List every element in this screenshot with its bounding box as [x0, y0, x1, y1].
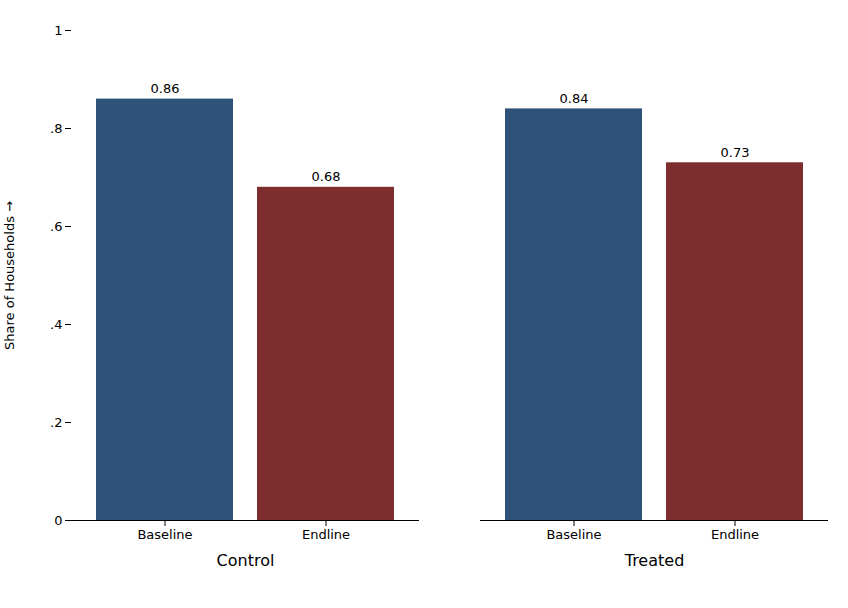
svg-text:0: 0	[54, 513, 62, 528]
svg-text:Control: Control	[217, 551, 275, 570]
svg-text:0.86: 0.86	[151, 81, 180, 96]
svg-text:Endline: Endline	[711, 527, 759, 542]
svg-text:.2: .2	[50, 415, 62, 430]
svg-text:.4: .4	[50, 317, 62, 332]
svg-text:1: 1	[54, 23, 62, 38]
svg-text:.8: .8	[50, 121, 62, 136]
svg-text:Share of Households →: Share of Households →	[2, 201, 17, 350]
svg-text:Baseline: Baseline	[137, 527, 192, 542]
svg-text:Endline: Endline	[302, 527, 350, 542]
svg-text:0.68: 0.68	[312, 169, 341, 184]
svg-text:0.84: 0.84	[560, 91, 589, 106]
svg-text:Treated: Treated	[624, 551, 685, 570]
svg-text:0.73: 0.73	[721, 145, 750, 160]
svg-text:Baseline: Baseline	[546, 527, 601, 542]
svg-text:.6: .6	[50, 219, 62, 234]
